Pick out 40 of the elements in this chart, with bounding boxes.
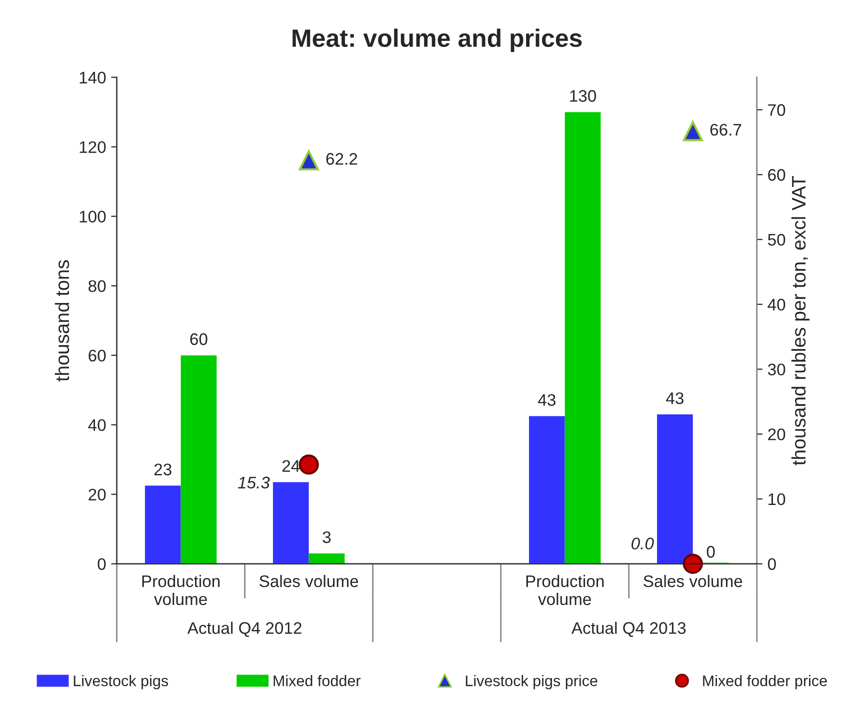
y2-tick-label: 60 bbox=[768, 169, 786, 181]
legend-label: Livestock pigs price bbox=[466, 675, 598, 690]
y-tick-label: 80 bbox=[88, 280, 106, 292]
data-label: 43 bbox=[666, 392, 684, 404]
x-tick-label: Production volume bbox=[526, 574, 604, 606]
legend-label: Livestock pigs bbox=[74, 675, 168, 690]
y2-tick-label: 70 bbox=[768, 104, 786, 116]
y-tick-label: 140 bbox=[80, 72, 106, 84]
y2-tick-label: 50 bbox=[768, 234, 786, 246]
y2-tick-label: 20 bbox=[768, 428, 786, 440]
data-label: 60 bbox=[190, 333, 208, 346]
y2-tick-label: 0 bbox=[768, 558, 776, 570]
y2-axis-title: thousand rubles per ton, excl VAT bbox=[791, 176, 810, 466]
x-tick-label: Production volume bbox=[142, 574, 220, 606]
text: Actual Q4 2013 bbox=[571, 622, 686, 637]
data-label: 15.3 bbox=[238, 476, 270, 488]
data-label: 130 bbox=[570, 90, 596, 102]
legend-label: Mixed fodder price bbox=[703, 675, 827, 690]
y2-tick-label: 30 bbox=[768, 364, 786, 376]
chart-title: Meat: volume and prices bbox=[292, 28, 582, 52]
y-tick-label: 60 bbox=[88, 350, 106, 362]
data-label: 0.0 bbox=[632, 538, 654, 550]
legend-label: Mixed fodder bbox=[274, 675, 361, 686]
y-axis-title: thousand tons bbox=[54, 260, 70, 382]
data-label: 0 bbox=[706, 546, 715, 558]
y2-tick-label: 40 bbox=[768, 298, 786, 311]
y-tick-label: 20 bbox=[88, 488, 106, 501]
y-tick-label: 120 bbox=[80, 141, 106, 154]
x-tick-label: Sales volume bbox=[644, 574, 742, 588]
data-label: 23 bbox=[154, 464, 172, 476]
data-label: 62.2 bbox=[326, 153, 358, 165]
y-tick-label: 40 bbox=[88, 419, 106, 432]
x-tick-label: Sales volume bbox=[260, 574, 358, 588]
data-label: 3 bbox=[322, 531, 331, 544]
data-label: 66.7 bbox=[710, 124, 742, 136]
y2-tick-label: 10 bbox=[768, 493, 786, 506]
text: Actual Q4 2012 bbox=[187, 622, 302, 637]
data-label: 43 bbox=[538, 394, 556, 406]
y-tick-label: 0 bbox=[98, 558, 106, 570]
y-tick-label: 100 bbox=[80, 210, 106, 223]
